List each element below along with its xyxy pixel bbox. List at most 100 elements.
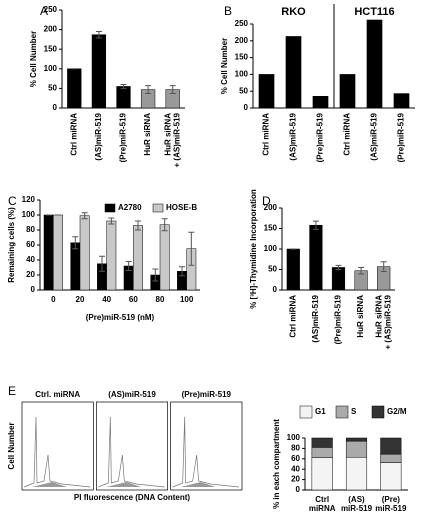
x-tick-label: (AS)miR-519 [289, 112, 298, 160]
bar [91, 34, 107, 109]
error-bar [188, 231, 195, 266]
bar [366, 19, 383, 109]
x-tick-label: HuR siRNA [163, 113, 172, 156]
error-bar [358, 266, 365, 275]
error-bar [152, 268, 159, 282]
y-tick-label: 200 [235, 36, 249, 45]
y-tick-label: 250 [235, 19, 249, 28]
flow-title: Ctrl. miRNA [35, 390, 80, 399]
flow-histogram-frame [170, 401, 243, 491]
error-bar [99, 255, 105, 272]
x-tick-label: (AS) [348, 495, 365, 504]
x-tick-label: + (AS)miR-519 [172, 112, 181, 167]
bar [258, 74, 275, 109]
legend-swatch [104, 203, 116, 213]
y-axis-label: % [³H]-Thymidine Incorporation [249, 189, 258, 309]
y-axis-label: % Cell Number [220, 38, 229, 94]
y-tick-label: 0 [53, 103, 58, 112]
x-tick-label: (Pre)miR-519 [334, 294, 343, 344]
x-tick-label: (Pre)miR-519 [397, 112, 406, 162]
bar-segment [345, 437, 368, 442]
panel-label: D [262, 194, 271, 208]
legend-label: A2780 [118, 203, 142, 212]
x-tick-label: (Pre) [382, 495, 401, 504]
bar [106, 220, 117, 291]
x-tick-label: HuR siRNA [374, 295, 383, 338]
panel-label: E [8, 384, 16, 398]
x-tick-label: 0 [51, 295, 56, 304]
x-tick-label: HuR siRNA [356, 295, 365, 338]
flow-histogram-fill [180, 482, 216, 487]
y-axis-label: % in each compartment [272, 419, 281, 509]
x-tick-label: (AS)miR-519 [311, 294, 320, 342]
error-bar [135, 220, 141, 231]
flow-title: (Pre)miR-519 [182, 390, 232, 399]
x-tick-label: (Pre)miR-519 [316, 112, 325, 162]
y-tick-label: 100 [287, 433, 301, 442]
flow-histogram [98, 416, 165, 488]
error-bar [335, 264, 342, 270]
x-tick-label: miR-519 [341, 504, 373, 513]
y-tick-label: 60 [26, 240, 35, 249]
x-tick-label: Ctrl miRNA [262, 113, 271, 156]
y-tick-label: 80 [26, 225, 35, 234]
x-tick-label: (AS)miR-519 [370, 112, 379, 160]
y-tick-label: 100 [235, 70, 249, 79]
group-label: HCT116 [354, 6, 394, 18]
panel-label: B [224, 4, 232, 18]
x-tick-label: (Pre)miR-519 [119, 112, 128, 162]
flow-histogram [23, 416, 91, 488]
x-tick-label: Ctrl [315, 495, 329, 504]
error-bar [72, 236, 79, 250]
error-bar [120, 83, 127, 89]
error-bar [312, 220, 319, 230]
legend-label: G2/M [387, 407, 407, 416]
y-tick-label: 50 [268, 265, 277, 274]
y-tick-label: 200 [44, 25, 58, 34]
y-tick-label: 150 [235, 53, 249, 62]
bar [159, 224, 170, 291]
bar [133, 225, 143, 291]
bar-segment [380, 462, 402, 491]
bar-segment [380, 453, 402, 463]
error-bar [169, 85, 176, 94]
bar [116, 86, 131, 109]
x-tick-label: 40 [102, 295, 111, 304]
flow-title: (AS)miR-519 [108, 390, 156, 399]
bar-segment [311, 457, 333, 491]
y-tick-label: 0 [273, 285, 278, 294]
error-bar [108, 217, 115, 225]
y-axis-label: % Cell Number [29, 31, 38, 87]
flow-histogram-fill [106, 482, 142, 487]
error-bar [125, 261, 132, 271]
x-tick-label: miR-519 [375, 504, 407, 513]
y-tick-label: 100 [22, 210, 36, 219]
y-tick-label: 0 [296, 485, 301, 494]
flow-histogram [172, 416, 240, 488]
x-tick-label: 80 [156, 295, 165, 304]
bar [339, 74, 356, 109]
y-tick-label: 250 [44, 5, 58, 14]
y-tick-label: 0 [244, 103, 249, 112]
legend-swatch [152, 203, 164, 213]
panel-label: C [8, 194, 17, 208]
y-tick-label: 20 [26, 270, 35, 279]
bar [331, 267, 346, 291]
panel-label: A [40, 4, 48, 18]
error-bar [161, 218, 168, 232]
bar [53, 214, 63, 291]
error-bar [380, 261, 387, 273]
x-tick-label: Ctrl miRNA [343, 113, 352, 156]
bar [70, 242, 81, 291]
legend-swatch [335, 405, 349, 419]
bar [393, 93, 410, 109]
bar-segment [345, 440, 368, 458]
legend-swatch [299, 405, 313, 419]
x-tick-label: 100 [180, 295, 194, 304]
bar [67, 68, 82, 109]
y-tick-label: 0 [31, 285, 36, 294]
y-axis-label: Remaining cells (%) [7, 207, 16, 283]
error-bar [95, 31, 102, 39]
legend-label: S [351, 407, 357, 416]
